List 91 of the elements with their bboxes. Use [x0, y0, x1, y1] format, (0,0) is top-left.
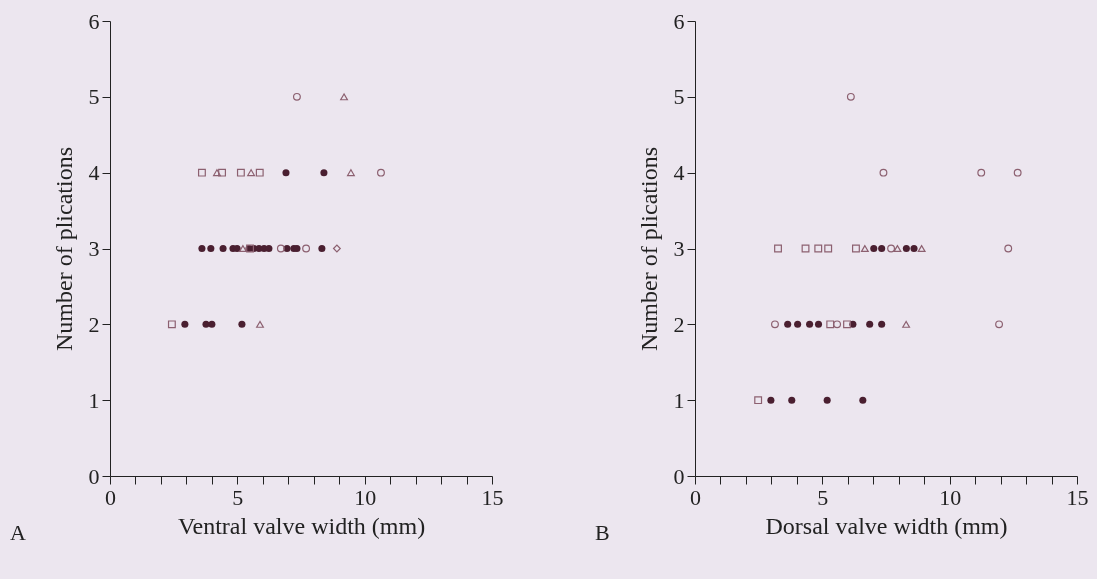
point: [788, 396, 796, 404]
point: [806, 320, 814, 328]
point: [332, 244, 341, 253]
y-tick-label: 2: [673, 311, 685, 337]
y-tick-label: 4: [88, 160, 100, 186]
text: A: [10, 520, 26, 545]
point: [852, 244, 860, 253]
point: [794, 320, 802, 328]
point: [843, 320, 851, 329]
point: [302, 244, 311, 253]
point: [826, 320, 835, 329]
point: [276, 244, 285, 253]
point: [238, 320, 246, 328]
y-tick-label: 0: [673, 463, 685, 489]
point: [859, 396, 867, 404]
point: [801, 244, 810, 253]
point: [340, 93, 348, 101]
y-tick-label: 5: [673, 84, 685, 110]
y-tick-label: 4: [673, 160, 685, 186]
point: [995, 320, 1004, 329]
point: [208, 320, 216, 328]
point: [283, 244, 291, 253]
point: [218, 168, 227, 177]
x-tick-label: 15: [1066, 484, 1089, 510]
point: [784, 320, 792, 328]
y-tick-label: 0: [88, 463, 100, 489]
point: [902, 244, 910, 253]
point: [233, 244, 241, 253]
point: [197, 168, 206, 177]
point: [198, 244, 206, 253]
text: B: [595, 520, 610, 545]
point: [910, 244, 918, 253]
point: [167, 320, 176, 329]
point: [917, 245, 926, 253]
point: [774, 244, 782, 253]
point: [282, 169, 290, 177]
point: [833, 320, 842, 329]
point: [893, 245, 902, 253]
point: [1013, 168, 1022, 177]
point: [181, 320, 189, 328]
x-tick-label: 0: [105, 484, 116, 510]
point: [771, 320, 779, 329]
point: [256, 320, 264, 328]
point: [879, 168, 888, 177]
point: [878, 244, 886, 253]
x-tick-label: 0: [690, 484, 701, 510]
x-tick-label: 10: [354, 484, 377, 510]
y-tick-label: 6: [673, 8, 685, 34]
point: [814, 244, 823, 253]
point: [377, 168, 385, 177]
point: [219, 244, 227, 253]
point: [238, 245, 247, 253]
point: [247, 169, 256, 177]
point: [860, 245, 869, 253]
y-tick-label: 6: [88, 8, 100, 34]
point: [1004, 244, 1013, 253]
point: [823, 396, 831, 404]
y-tick-label: 5: [88, 84, 100, 110]
y-axis-title: Number of plications: [50, 147, 77, 351]
point: [236, 168, 245, 177]
point: [320, 169, 328, 177]
point: [878, 320, 886, 328]
x-axis-title: Ventral valve width (mm): [177, 512, 426, 539]
point: [846, 92, 855, 101]
point: [292, 92, 301, 101]
x-tick-label: 15: [481, 484, 504, 510]
point: [824, 244, 833, 253]
x-tick-label: 5: [817, 484, 829, 510]
y-tick-label: 2: [88, 311, 100, 337]
point: [318, 244, 326, 253]
point: [870, 244, 878, 253]
point: [255, 168, 264, 177]
point: [866, 320, 874, 328]
point: [346, 169, 355, 177]
x-axis-title: Dorsal valve width (mm): [765, 512, 1008, 539]
point: [213, 169, 221, 177]
x-tick-label: 10: [939, 484, 962, 510]
point: [977, 168, 986, 177]
point: [754, 396, 763, 405]
point: [887, 244, 896, 253]
point: [814, 320, 823, 328]
y-tick-label: 3: [673, 236, 685, 261]
point: [902, 320, 911, 328]
y-tick-label: 1: [673, 387, 685, 413]
point: [207, 244, 215, 253]
point: [767, 396, 775, 404]
y-axis-title: Number of plications: [635, 147, 662, 351]
point: [265, 244, 273, 253]
y-tick-label: 3: [88, 236, 100, 261]
x-tick-label: 5: [232, 484, 244, 510]
y-tick-label: 1: [88, 387, 100, 413]
